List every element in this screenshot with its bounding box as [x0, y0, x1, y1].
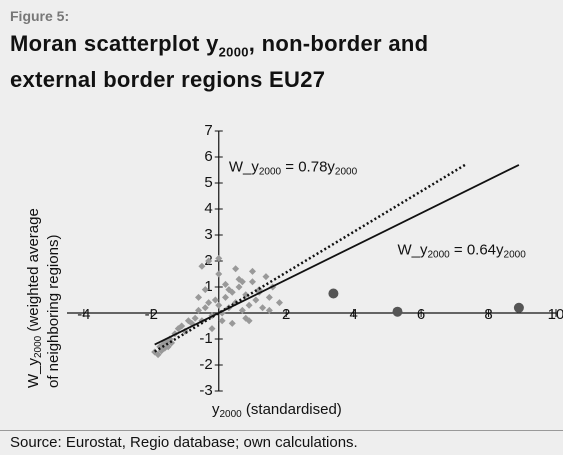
point [238, 306, 246, 314]
point [228, 319, 236, 327]
point [245, 301, 253, 309]
text-part: (weighted average [25, 208, 42, 336]
text-part: 2000 [504, 249, 527, 260]
point [164, 343, 172, 351]
text-part: 2000 [427, 249, 450, 260]
point [265, 306, 273, 314]
point [238, 278, 246, 286]
y-tick-label: -3 [199, 382, 212, 399]
chart-title: Moran scatterplot y2000, non-border and … [10, 30, 510, 94]
y-tick-label: 1 [204, 278, 212, 295]
text-part: W_y [397, 242, 428, 259]
x-tick-label: 6 [417, 306, 425, 323]
text-part: 2000 [33, 335, 44, 358]
x-tick-label: -2 [145, 306, 158, 323]
title-part: Moran scatterplot y [10, 31, 219, 56]
point [218, 317, 226, 325]
x-tick-label: 2 [282, 306, 290, 323]
y-tick-label: 3 [204, 226, 212, 243]
point [222, 293, 230, 301]
point [198, 262, 206, 270]
title-part: , non-border and external border regions… [10, 31, 429, 93]
text-part: W_y [229, 158, 260, 175]
point [154, 351, 162, 359]
point [513, 302, 524, 313]
point [232, 265, 240, 273]
text-part: = 0.78y [281, 158, 335, 175]
point [248, 267, 256, 275]
point [262, 273, 270, 281]
point [275, 299, 283, 307]
text-part: 2000 [259, 166, 282, 177]
point [195, 306, 203, 314]
point [222, 280, 230, 288]
x-tick-label: 8 [484, 306, 492, 323]
point [235, 283, 243, 291]
figure-label: Figure 5: [10, 8, 70, 24]
text-part: (standardised) [242, 401, 342, 418]
x-tick-label: -4 [77, 306, 90, 323]
y-axis-label: W_y2000 (weighted average [25, 208, 44, 388]
regression-line [154, 163, 466, 353]
point [259, 304, 267, 312]
point [215, 254, 223, 262]
y-tick-label: 4 [204, 200, 212, 217]
y-axis-label: of neighboring regions) [45, 235, 62, 388]
point [201, 304, 209, 312]
text-part: y [212, 401, 220, 418]
source: Source: Eurostat, Regio database; own ca… [10, 434, 358, 451]
divider [0, 430, 563, 431]
annotation: W_y2000 = 0.78y2000 [229, 158, 358, 177]
point [201, 286, 209, 294]
x-tick-label: 4 [349, 306, 357, 323]
point [195, 293, 203, 301]
point [191, 314, 199, 322]
point [215, 301, 223, 309]
y-tick-label: 5 [204, 174, 212, 191]
point [215, 270, 223, 278]
y-tick-label: -1 [199, 330, 212, 347]
point [211, 296, 219, 304]
title-part: 2000 [218, 44, 249, 60]
point [265, 293, 273, 301]
point [248, 278, 256, 286]
annotation: W_y2000 = 0.64y2000 [397, 242, 526, 261]
text-part: 2000 [335, 166, 358, 177]
point [392, 306, 403, 317]
y-tick-label: 6 [204, 148, 212, 165]
text-part: = 0.64y [450, 242, 504, 259]
text-part: 2000 [220, 409, 243, 420]
x-tick-label: 10 [548, 306, 563, 323]
point [208, 325, 216, 333]
y-tick-label: -2 [199, 356, 212, 373]
point [178, 322, 186, 330]
point [225, 286, 233, 294]
y-tick-label: 7 [204, 122, 212, 139]
text-part: W_y [25, 358, 42, 389]
point [205, 257, 213, 265]
point [252, 296, 260, 304]
x-axis-label: y2000 (standardised) [212, 401, 342, 420]
point [205, 299, 213, 307]
regression-line [154, 164, 520, 346]
point [328, 288, 339, 299]
point [245, 317, 253, 325]
